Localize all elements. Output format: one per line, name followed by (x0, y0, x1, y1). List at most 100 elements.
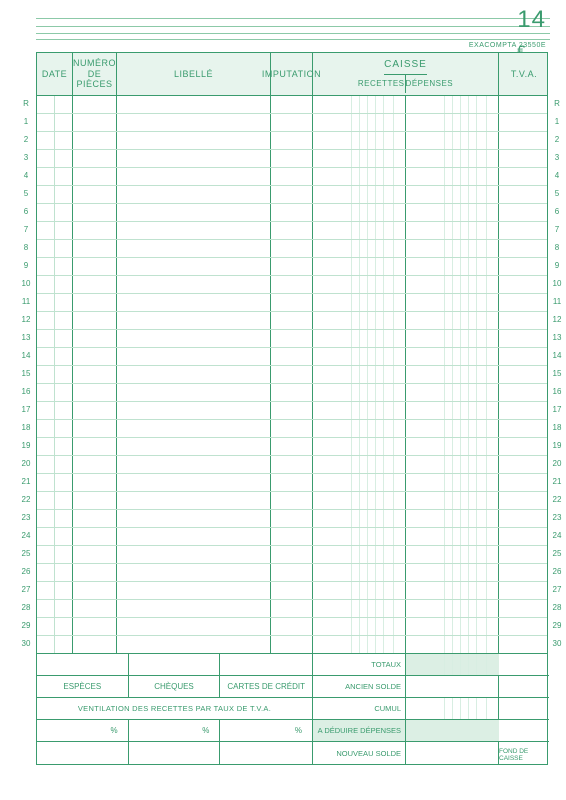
cell-numero (73, 96, 117, 113)
cell-recettes (313, 420, 406, 437)
cell-recettes (313, 168, 406, 185)
cell-recettes (313, 528, 406, 545)
cell-libelle (117, 96, 271, 113)
cell-depenses (406, 294, 499, 311)
cell-numero (73, 636, 117, 653)
row-number: 18 (550, 419, 564, 437)
cell-depenses (406, 510, 499, 527)
ledger-row (37, 96, 547, 114)
row-number: 4 (550, 167, 564, 185)
cell-imputation (271, 258, 313, 275)
fr-blank (499, 698, 549, 720)
cell-depenses (406, 528, 499, 545)
header-recettes: RECETTES (358, 75, 406, 94)
header-date: DATE (37, 53, 73, 95)
row-number: 5 (550, 185, 564, 203)
row-number: 16 (550, 383, 564, 401)
cell-numero (73, 240, 117, 257)
cell-date (37, 276, 73, 293)
cell-tva (499, 546, 549, 563)
cell-numero (73, 618, 117, 635)
cell-recettes (313, 492, 406, 509)
footer-blank (220, 742, 312, 764)
fr-blank (499, 676, 549, 698)
cell-libelle (117, 600, 271, 617)
cell-imputation (271, 366, 313, 383)
cell-tva (499, 618, 549, 635)
footer-left: ESPÈCES CHÈQUES CARTES DE CRÉDIT VENTILA… (37, 654, 313, 764)
footer-blank (129, 742, 221, 764)
cell-recettes (313, 564, 406, 581)
header-imputation: IMPUTATION (271, 53, 313, 95)
ledger-row (37, 330, 547, 348)
cell-imputation (271, 150, 313, 167)
cell-numero (73, 258, 117, 275)
cell-libelle (117, 114, 271, 131)
cell-recettes (313, 240, 406, 257)
row-number: 22 (18, 491, 34, 509)
row-number: 15 (550, 365, 564, 383)
cell-libelle (117, 240, 271, 257)
row-number: 11 (18, 293, 34, 311)
cell-date (37, 222, 73, 239)
cell-imputation (271, 438, 313, 455)
cell-depenses (406, 600, 499, 617)
cell-recettes (313, 366, 406, 383)
cell-tva (499, 438, 549, 455)
cell-libelle (117, 384, 271, 401)
cell-imputation (271, 600, 313, 617)
cell-date (37, 204, 73, 221)
cell-libelle (117, 510, 271, 527)
cell-numero (73, 510, 117, 527)
cell-depenses (406, 330, 499, 347)
cell-imputation (271, 96, 313, 113)
cell-date (37, 492, 73, 509)
val-totaux-dep (406, 654, 499, 675)
cell-imputation (271, 204, 313, 221)
cell-tva (499, 492, 549, 509)
cell-recettes (313, 114, 406, 131)
cell-depenses (406, 258, 499, 275)
cell-tva (499, 528, 549, 545)
cell-libelle (117, 528, 271, 545)
cell-recettes (313, 438, 406, 455)
cell-libelle (117, 492, 271, 509)
cell-depenses (406, 402, 499, 419)
cell-recettes (313, 582, 406, 599)
footer-blank (37, 742, 129, 764)
cell-depenses (406, 114, 499, 131)
footer-especes: ESPÈCES (37, 676, 129, 697)
ledger-row (37, 600, 547, 618)
ledger-row (37, 564, 547, 582)
row-number: 30 (550, 635, 564, 653)
cell-recettes (313, 456, 406, 473)
cell-date (37, 402, 73, 419)
cell-depenses (406, 456, 499, 473)
cell-recettes (313, 384, 406, 401)
cell-date (37, 348, 73, 365)
cell-tva (499, 204, 549, 221)
cell-recettes (313, 618, 406, 635)
cell-date (37, 528, 73, 545)
cell-date (37, 438, 73, 455)
cell-recettes (313, 312, 406, 329)
cell-date (37, 240, 73, 257)
cell-tva (499, 366, 549, 383)
row-number: 24 (550, 527, 564, 545)
row-number: 26 (550, 563, 564, 581)
cell-date (37, 114, 73, 131)
cell-tva (499, 510, 549, 527)
cell-recettes (313, 222, 406, 239)
cell-date (37, 456, 73, 473)
label-nouveau: NOUVEAU SOLDE (313, 742, 406, 764)
label-fond: FOND DE CAISSE (499, 742, 549, 764)
ledger-row (37, 420, 547, 438)
cell-tva (499, 240, 549, 257)
cell-depenses (406, 186, 499, 203)
cell-date (37, 312, 73, 329)
ledger-row (37, 186, 547, 204)
footer-blank (129, 654, 221, 675)
cell-imputation (271, 510, 313, 527)
cell-date (37, 330, 73, 347)
page: 14 € EXACOMPTA 23550E R12345678910111213… (0, 0, 566, 800)
